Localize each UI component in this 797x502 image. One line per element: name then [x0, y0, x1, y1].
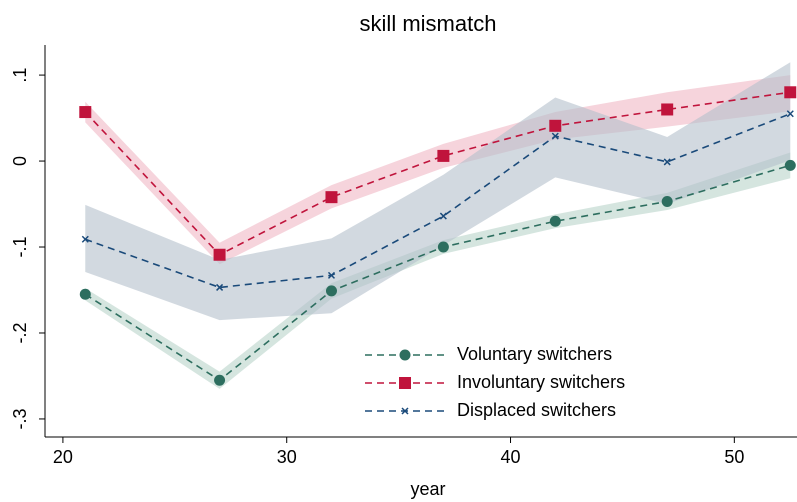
- y-tick-label: -.3: [10, 408, 30, 429]
- x-tick-label: 40: [501, 447, 521, 467]
- marker: [549, 215, 561, 227]
- marker: [551, 132, 559, 140]
- marker: [784, 86, 797, 99]
- marker: [81, 235, 89, 243]
- confidence-band: [85, 152, 791, 389]
- marker: [437, 149, 450, 162]
- marker: [214, 374, 226, 386]
- marker: [661, 195, 673, 207]
- marker: [327, 271, 336, 279]
- marker: [784, 159, 796, 171]
- legend-label: Voluntary switchers: [457, 344, 612, 364]
- legend-marker: [401, 407, 409, 415]
- marker: [661, 103, 674, 116]
- marker: [213, 248, 226, 261]
- x-tick-label: 20: [53, 447, 73, 467]
- legend-label: Displaced switchers: [457, 400, 616, 420]
- y-tick-label: -.1: [10, 237, 30, 258]
- y-tick-label: 0: [10, 156, 30, 166]
- marker: [325, 191, 338, 204]
- legend-marker: [399, 377, 411, 389]
- y-tick-label: .1: [10, 68, 30, 83]
- marker: [79, 106, 92, 119]
- legend-label: Involuntary switchers: [457, 372, 625, 392]
- marker: [439, 212, 447, 220]
- x-axis-label: year: [410, 479, 445, 499]
- marker: [549, 119, 562, 132]
- chart-title: skill mismatch: [360, 11, 497, 36]
- marker: [663, 158, 671, 166]
- confidence-band: [85, 62, 791, 321]
- x-tick-label: 50: [724, 447, 744, 467]
- y-tick-label: -.2: [10, 322, 30, 343]
- legend-marker: [399, 349, 411, 361]
- marker: [216, 283, 224, 291]
- x-tick-label: 30: [277, 447, 297, 467]
- marker: [786, 110, 794, 118]
- marker: [437, 241, 449, 253]
- marker: [325, 285, 337, 297]
- marker: [79, 288, 91, 300]
